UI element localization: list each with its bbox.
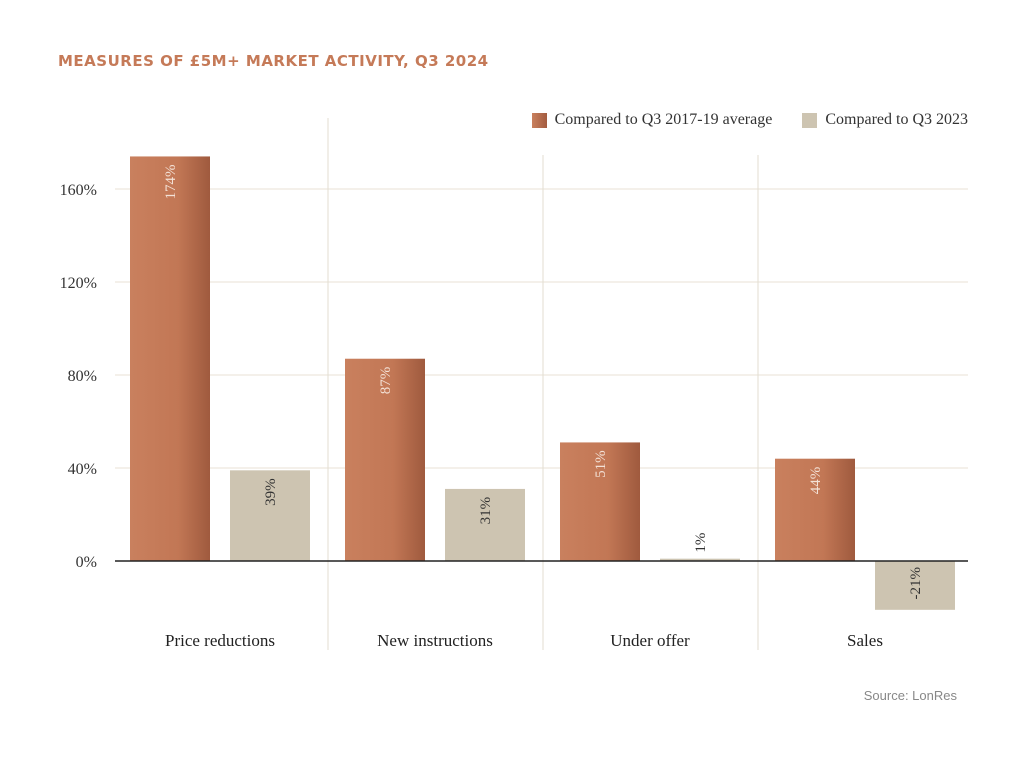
legend-label: Compared to Q3 2017-19 average — [554, 111, 773, 128]
y-tick-label: 40% — [68, 461, 97, 478]
data-label: 44% — [808, 467, 824, 495]
legend-label: Compared to Q3 2023 — [825, 111, 968, 128]
legend-swatch — [802, 112, 818, 128]
chart-title: MEASURES OF £5M+ MARKET ACTIVITY, Q3 202… — [58, 52, 489, 70]
legend-swatch — [531, 112, 547, 128]
legend-item: Compared to Q3 2023 — [802, 111, 968, 129]
y-tick-label: 120% — [60, 275, 97, 292]
source-note: Source: LonRes — [863, 688, 957, 703]
data-label: 39% — [263, 478, 279, 506]
bar — [875, 561, 955, 610]
category-label: New instructions — [377, 631, 493, 650]
data-label: 31% — [478, 497, 494, 525]
bar — [660, 558, 740, 561]
legend-item: Compared to Q3 2017-19 average — [531, 111, 773, 129]
bar — [130, 156, 210, 561]
bar — [230, 470, 310, 561]
bar — [775, 458, 855, 561]
category-label: Under offer — [610, 631, 690, 650]
bar — [345, 358, 425, 561]
y-tick-label: 0% — [76, 554, 97, 571]
y-tick-label: 160% — [60, 182, 97, 199]
data-label: 174% — [163, 164, 179, 199]
data-label: 1% — [693, 533, 709, 553]
legend: Compared to Q3 2017-19 average Compared … — [531, 111, 968, 129]
data-label: -21% — [908, 567, 924, 600]
category-label: Price reductions — [165, 631, 275, 650]
bar — [560, 442, 640, 561]
bar — [445, 488, 525, 561]
category-label: Sales — [847, 631, 883, 650]
y-tick-label: 80% — [68, 368, 97, 385]
data-label: 51% — [593, 450, 609, 478]
data-label: 87% — [378, 367, 394, 395]
